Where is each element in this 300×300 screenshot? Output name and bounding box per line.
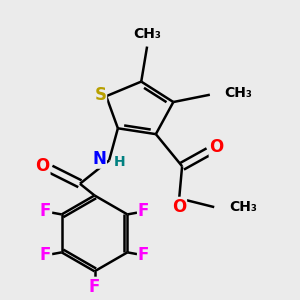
Text: O: O	[209, 138, 224, 156]
Text: F: F	[138, 246, 149, 264]
Text: CH₃: CH₃	[229, 200, 257, 214]
Text: F: F	[40, 246, 51, 264]
Text: F: F	[40, 202, 51, 220]
Text: N: N	[92, 150, 106, 168]
Text: F: F	[138, 202, 149, 220]
Text: H: H	[113, 155, 125, 169]
Text: F: F	[89, 278, 100, 296]
Text: CH₃: CH₃	[224, 86, 252, 100]
Text: O: O	[172, 197, 186, 215]
Text: CH₃: CH₃	[133, 27, 161, 41]
Text: O: O	[35, 157, 50, 175]
Text: S: S	[94, 86, 106, 104]
